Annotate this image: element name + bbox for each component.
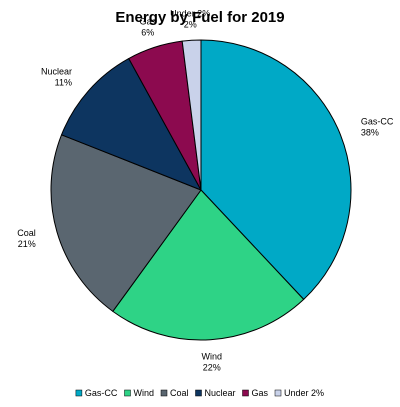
legend-item-under-2: Under 2% [274, 388, 324, 398]
chart-title: Energy by Fuel for 2019 [115, 9, 284, 26]
slice-label-under-2: Under 2% 2% [170, 8, 210, 29]
legend-label-wind: Wind [134, 388, 155, 398]
pie-slices [50, 39, 352, 341]
legend-item-gas: Gas [242, 388, 269, 398]
legend-label-gas-cc: Gas-CC [85, 388, 118, 398]
legend-swatch-nuclear [195, 389, 202, 397]
legend: Gas-CC Wind Coal Nuclear Gas Under 2% [75, 388, 324, 398]
legend-label-nuclear: Nuclear [205, 388, 236, 398]
legend-swatch-coal [160, 389, 168, 397]
pie-slice-wind [112, 189, 305, 341]
legend-label-coal: Coal [170, 388, 189, 398]
slice-label-nuclear: Nuclear 11% [41, 66, 72, 87]
slice-labels: Gas-CC 38% Wind 22% Coal 21% Nuclear 11% Gas 6% Un… [17, 8, 394, 372]
pie-slice-nuclear [61, 58, 202, 191]
legend-swatch-under-2 [274, 389, 282, 397]
legend-item-wind: Wind [124, 388, 155, 398]
legend-label-gas: Gas [252, 388, 269, 398]
legend-item-nuclear: Nuclear [195, 388, 236, 398]
legend-item-gas-cc: Gas-CC [75, 388, 118, 398]
pie-slice-coal [50, 134, 202, 312]
slice-label-wind: Wind 22% [202, 352, 223, 373]
legend-swatch-wind [124, 389, 131, 397]
slice-label-gas: Gas 6% [140, 16, 157, 37]
legend-swatch-gas-cc [75, 389, 83, 397]
legend-swatch-gas [242, 389, 249, 397]
pie-slice-gas-cc [200, 39, 352, 300]
slice-label-gas-cc: Gas-CC 38% [361, 117, 394, 138]
legend-label-under-2: Under 2% [284, 388, 324, 398]
pie-slice-under-2 [181, 39, 202, 191]
legend-item-coal: Coal [160, 388, 189, 398]
slice-label-coal: Coal 21% [17, 228, 36, 249]
